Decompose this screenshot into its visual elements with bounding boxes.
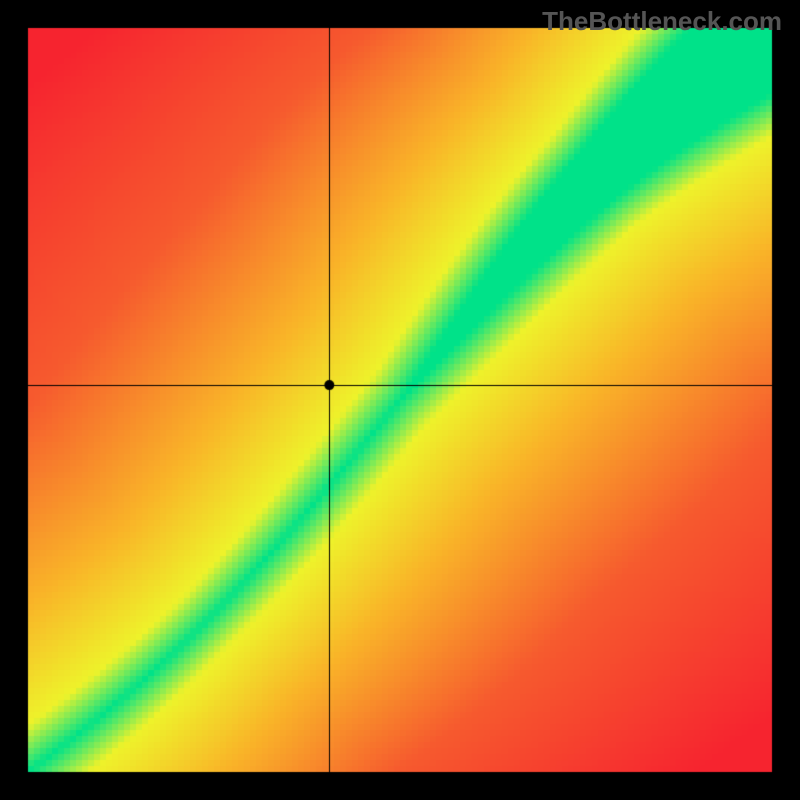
bottleneck-heatmap xyxy=(0,0,800,800)
chart-container: { "watermark": { "text": "TheBottleneck.… xyxy=(0,0,800,800)
watermark-text: TheBottleneck.com xyxy=(542,6,782,37)
